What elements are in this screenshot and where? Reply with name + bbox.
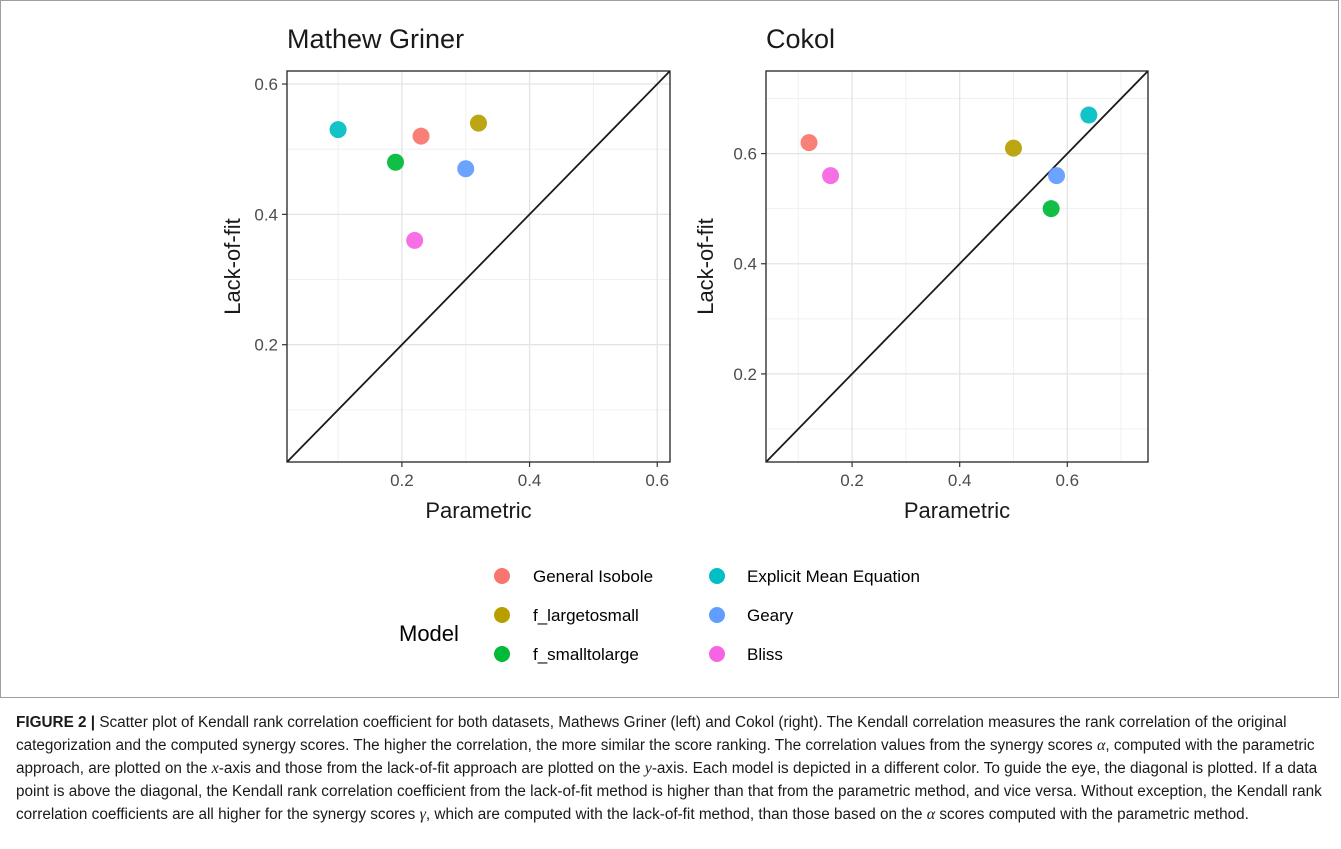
y-tick-label: 0.4 — [254, 205, 278, 224]
caption-x-var: x — [211, 760, 219, 777]
chart-mathew-griner: 0.2 0.4 0.6 0.2 0.4 0.6 Mathew Griner Parametri… — [220, 24, 671, 523]
y-axis-label: Lack-of-fit — [693, 218, 718, 315]
legend-swatch — [494, 568, 510, 584]
data-point — [387, 153, 405, 171]
legend-label: f_largetosmall — [533, 606, 639, 625]
figure-canvas: 0.2 0.4 0.6 0.2 0.4 0.6 Mathew Griner Parametri… — [220, 24, 1149, 664]
data-point — [1042, 200, 1060, 218]
legend-label: Bliss — [747, 645, 783, 664]
data-point — [800, 134, 818, 152]
legend-label: General Isobole — [533, 567, 653, 586]
legend-label: Explicit Mean Equation — [747, 567, 920, 586]
figure-caption: FIGURE 2 | Scatter plot of Kendall rank … — [16, 711, 1326, 826]
x-tick-label: 0.2 — [840, 471, 864, 490]
x-tick-label: 0.6 — [645, 471, 669, 490]
y-tick-label: 0.2 — [733, 365, 757, 384]
figure-label: FIGURE 2 | — [16, 714, 96, 731]
y-tick-label: 0.6 — [254, 75, 278, 94]
caption-text: -axis. Each model is depicted in a diffe… — [16, 760, 1322, 823]
caption-alpha: α — [926, 806, 936, 823]
y-axis-label: Lack-of-fit — [220, 218, 245, 315]
legend-title: Model — [399, 621, 459, 646]
chart-title: Cokol — [766, 24, 835, 54]
caption-text: -axis and those from the lack-of-fit app… — [218, 760, 645, 777]
figure-frame — [0, 0, 1339, 698]
caption-y-var: y — [644, 760, 652, 777]
y-tick-label: 0.2 — [254, 336, 278, 355]
caption-text: Scatter plot of Kendall rank correlation… — [16, 714, 1287, 754]
legend-item: Geary — [709, 606, 794, 625]
plot-border — [286, 70, 671, 463]
caption-gamma: γ — [419, 806, 426, 823]
data-point — [1048, 167, 1066, 185]
x-tick-label: 0.6 — [1055, 471, 1079, 490]
legend-swatch — [709, 646, 725, 662]
x-tick-label: 0.4 — [948, 471, 972, 490]
caption-text: scores computed with the parametric meth… — [935, 806, 1249, 823]
diagonal-line — [287, 71, 670, 462]
data-point — [1080, 106, 1098, 124]
x-axis-label: Parametric — [425, 498, 531, 523]
legend-item: f_smalltolarge — [494, 645, 639, 664]
data-point — [406, 231, 424, 249]
x-tick-label: 0.2 — [390, 471, 414, 490]
data-point — [1004, 139, 1022, 157]
caption-alpha: α — [1096, 737, 1106, 754]
data-point — [329, 121, 347, 139]
plot-border — [765, 70, 1149, 463]
y-tick-label: 0.6 — [733, 145, 757, 164]
legend-item: General Isobole — [494, 567, 653, 586]
legend-item: f_largetosmall — [494, 606, 639, 625]
data-point — [412, 127, 430, 145]
data-point — [470, 114, 487, 132]
legend-label: Geary — [747, 606, 794, 625]
legend-swatch — [709, 568, 725, 584]
diagonal-line — [766, 71, 1148, 462]
chart-cokol: 0.2 0.4 0.6 0.2 0.4 0.6 Cokol Parametric Lack-of… — [693, 24, 1149, 523]
legend-item: Explicit Mean Equation — [709, 567, 920, 586]
data-point — [822, 167, 840, 185]
legend-swatch — [494, 646, 510, 662]
x-axis-label: Parametric — [904, 498, 1010, 523]
legend-item: Bliss — [709, 645, 783, 664]
caption-text: , computed with the parametric approach,… — [16, 737, 1315, 777]
legend-swatch — [709, 607, 725, 623]
x-tick-label: 0.4 — [518, 471, 542, 490]
y-tick-label: 0.4 — [733, 255, 757, 274]
legend-label: f_smalltolarge — [533, 645, 639, 664]
legend-swatch — [494, 607, 510, 623]
data-point — [457, 160, 475, 178]
legend: Model General Isobole Explicit Mean Equa… — [399, 567, 920, 664]
caption-text: , which are computed with the lack-of-fi… — [425, 806, 927, 823]
chart-title: Mathew Griner — [287, 24, 464, 54]
